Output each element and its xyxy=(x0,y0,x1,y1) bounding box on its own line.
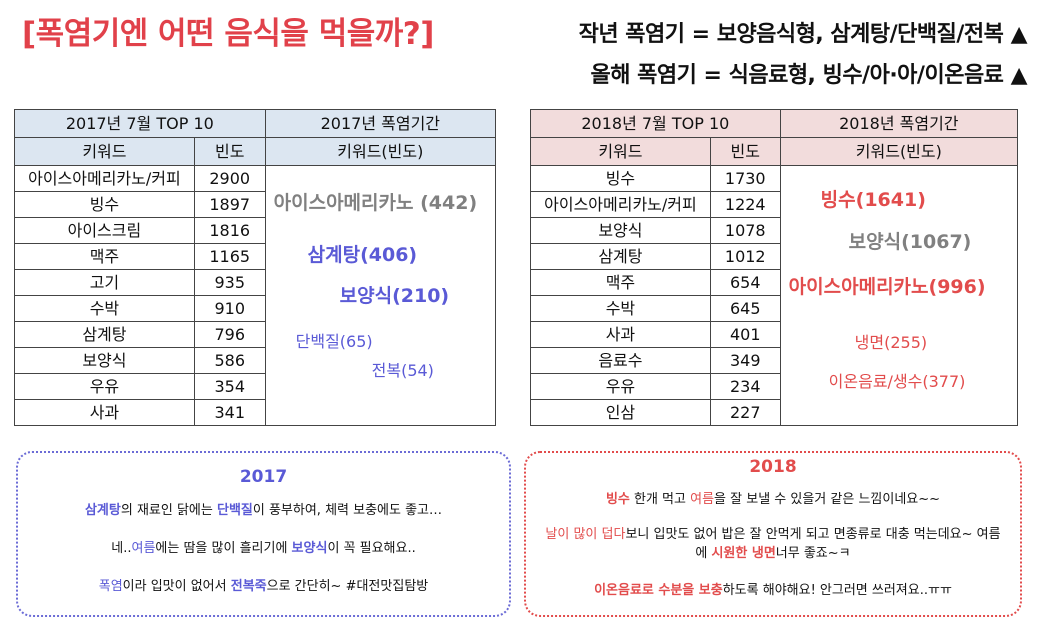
col-header-keyword: 키워드 xyxy=(14,137,195,166)
frequency-cell: 1165 xyxy=(193,243,266,270)
cloud-word: 전복(54) xyxy=(371,361,434,380)
frequency-cell: 1816 xyxy=(193,217,266,244)
quote-1: 삼계탕의 재료인 닭에는 단백질이 풍부하여, 체력 보충에도 좋고… xyxy=(84,503,443,518)
quote-1: 빙수 한개 먹고 여름을 잘 보낼 수 있을거 같은 느낌이네요~~ xyxy=(605,492,941,507)
cloud-word: 보양식(210) xyxy=(339,285,450,307)
frequency-cell: 1078 xyxy=(709,217,781,244)
frequency-cell: 2900 xyxy=(193,165,266,192)
frequency-cell: 227 xyxy=(709,399,781,426)
keyword-cell: 맥주 xyxy=(530,269,711,296)
frequency-cell: 1897 xyxy=(193,191,266,218)
keyword-cell: 아이스아메리카노/커피 xyxy=(14,165,195,192)
table-row: 수박 910 xyxy=(14,295,496,322)
frequency-cell: 341 xyxy=(193,399,266,426)
quote-3: 이온음료로 수분을 보충하도록 해야해요! 안그러면 쓰러져요..ㅠㅠ xyxy=(594,583,952,598)
keyword-cell: 빙수 xyxy=(14,191,195,218)
keyword-cell: 사과 xyxy=(530,321,711,348)
cloud-word: 보양식(1067) xyxy=(848,231,972,253)
table-row: 우유 354 xyxy=(14,373,496,400)
table-row: 보양식 586 xyxy=(14,347,496,374)
frequency-cell: 1012 xyxy=(709,243,781,270)
frequency-cell: 234 xyxy=(709,373,781,400)
table-row: 맥주 1165 xyxy=(14,243,496,270)
keyword-cell: 수박 xyxy=(14,295,195,322)
keyword-cell: 보양식 xyxy=(14,347,195,374)
keyword-cell: 빙수 xyxy=(530,165,711,192)
cloud-word: 삼계탕(406) xyxy=(307,244,418,266)
quote-2: 네..여름에는 땀을 많이 흘리기에 보양식이 꼭 필요해요.. xyxy=(111,541,416,556)
keyword-cell: 수박 xyxy=(530,295,711,322)
keyword-cell: 우유 xyxy=(530,373,711,400)
frequency-cell: 910 xyxy=(193,295,266,322)
table-row: 고기 935 xyxy=(14,269,496,296)
frequency-cell: 401 xyxy=(709,321,781,348)
col-header-keyword: 키워드 xyxy=(530,137,711,166)
quote-2: 날이 많이 덥다보니 입맛도 없어 밥은 잘 안먹게 되고 면종류로 대충 먹는… xyxy=(545,527,1001,561)
keyword-cell: 보양식 xyxy=(530,217,711,244)
frequency-cell: 586 xyxy=(193,347,266,374)
keyword-cell: 인삼 xyxy=(530,399,711,426)
keyword-cell: 사과 xyxy=(14,399,195,426)
keyword-cloud: 아이스아메리카노 (442) 삼계탕(406) 보양식(210) 단백질(65)… xyxy=(264,165,497,426)
summary-line-2018: 올해 폭염기 = 식음료형, 빙수/아·아/이온음료 ▲ xyxy=(590,63,1027,88)
frequency-cell: 349 xyxy=(709,347,781,374)
table-row: 삼계탕 1012 xyxy=(530,243,1018,270)
box-year: 2018 xyxy=(749,457,797,477)
table-row: 맥주 654 xyxy=(530,269,1018,296)
table-row: 인삼 227 xyxy=(530,399,1018,426)
quotes-box-2018: 2018 빙수 한개 먹고 여름을 잘 보낼 수 있을거 같은 느낌이네요~~ … xyxy=(524,451,1022,617)
keyword-cell: 맥주 xyxy=(14,243,195,270)
cloud-word: 이온음료/생수(377) xyxy=(828,372,966,391)
keyword-cell: 아이스아메리카노/커피 xyxy=(530,191,711,218)
table-row: 빙수 1730 빙수(1641) 보양식(1067) 아이스아메리카노(996)… xyxy=(530,165,1019,426)
col-header-keyword-frequency: 키워드(빈도) xyxy=(779,137,1019,166)
keyword-cell: 고기 xyxy=(14,269,195,296)
table-row: 음료수 349 xyxy=(530,347,1018,374)
keyword-cell: 삼계탕 xyxy=(14,321,195,348)
quotes-box-2017: 2017 삼계탕의 재료인 닭에는 단백질이 풍부하여, 체력 보충에도 좋고…… xyxy=(16,451,511,617)
table-row: 보양식 1078 xyxy=(530,217,1018,244)
table-row: 삼계탕 796 xyxy=(14,321,496,348)
col-header-frequency: 빈도 xyxy=(193,137,266,166)
frequency-cell: 1730 xyxy=(709,165,781,192)
table-row: 우유 234 xyxy=(530,373,1018,400)
col-header-keyword-frequency: 키워드(빈도) xyxy=(264,137,497,166)
period-title: 2017년 폭염기간 xyxy=(264,109,497,138)
cloud-word: 빙수(1641) xyxy=(820,189,926,211)
frequency-cell: 645 xyxy=(709,295,781,322)
col-header-frequency: 빈도 xyxy=(709,137,781,166)
box-year: 2017 xyxy=(239,467,288,487)
table-title: 2018년 7월 TOP 10 xyxy=(530,109,781,138)
keyword-cell: 음료수 xyxy=(530,347,711,374)
table-row: 빙수 1897 xyxy=(14,191,496,218)
cloud-word: 냉면(255) xyxy=(854,333,928,352)
table-row: 아이스아메리카노/커피 2900 아이스아메리카노 (442) 삼계탕(406)… xyxy=(14,165,497,426)
table-row: 수박 645 xyxy=(530,295,1018,322)
cloud-word: 아이스아메리카노(996) xyxy=(788,276,986,298)
frequency-cell: 935 xyxy=(193,269,266,296)
quote-3: 폭염이라 입맛이 없어서 전복죽으로 간단히~ #대전맛집탐방 xyxy=(98,579,429,594)
keyword-cell: 삼계탕 xyxy=(530,243,711,270)
frequency-cell: 354 xyxy=(193,373,266,400)
page-title: [폭염기엔 어떤 음식을 먹을까?] xyxy=(22,16,434,52)
table-row: 사과 401 xyxy=(530,321,1018,348)
frequency-cell: 1224 xyxy=(709,191,781,218)
period-title: 2018년 폭염기간 xyxy=(779,109,1019,138)
cloud-word: 단백질(65) xyxy=(295,332,373,351)
table-2018: 2018년 7월 TOP 10 2018년 폭염기간 키워드 빈도 키워드(빈도… xyxy=(530,109,1019,426)
cloud-word: 아이스아메리카노 (442) xyxy=(273,192,478,214)
table-row: 사과 341 xyxy=(14,399,496,426)
table-title: 2017년 7월 TOP 10 xyxy=(14,109,266,138)
table-row: 아이스아메리카노/커피 1224 xyxy=(530,191,1018,218)
table-2017: 2017년 7월 TOP 10 2017년 폭염기간 키워드 빈도 키워드(빈도… xyxy=(14,109,497,426)
frequency-cell: 796 xyxy=(193,321,266,348)
keyword-cloud: 빙수(1641) 보양식(1067) 아이스아메리카노(996) 냉면(255)… xyxy=(779,165,1019,426)
frequency-cell: 654 xyxy=(709,269,781,296)
summary-line-2017: 작년 폭염기 = 보양음식형, 삼계탕/단백질/전복 ▲ xyxy=(578,22,1028,47)
keyword-cell: 아이스크림 xyxy=(14,217,195,244)
keyword-cell: 우유 xyxy=(14,373,195,400)
